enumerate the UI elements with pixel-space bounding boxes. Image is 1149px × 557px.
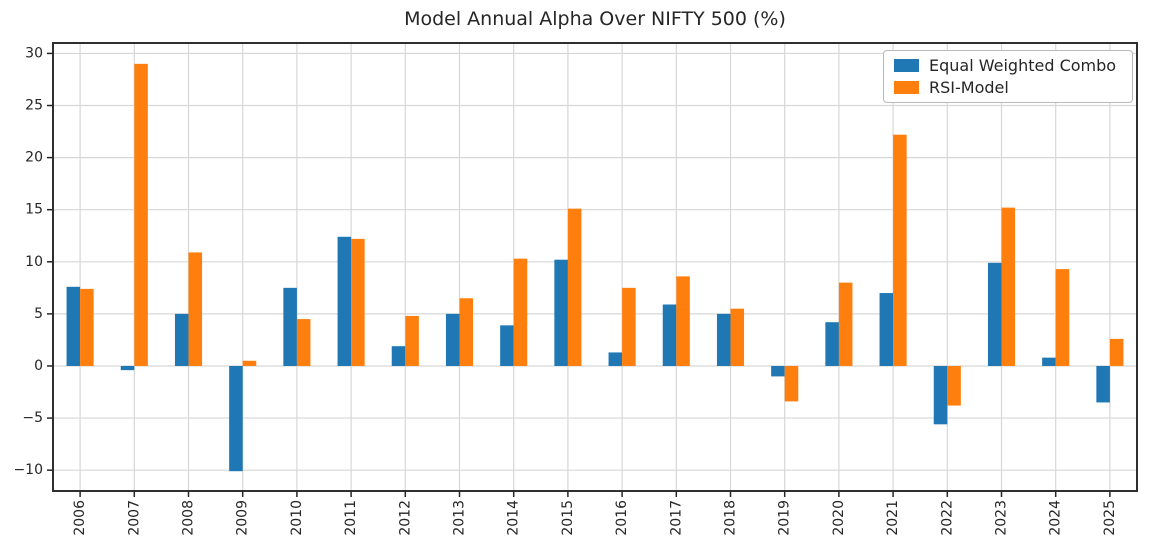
bar-2011-equal-weighted-combo <box>337 236 352 366</box>
bar-2012-equal-weighted-combo <box>391 346 406 366</box>
bar-2009-rsi-model <box>242 360 257 366</box>
y-tick-label-20: 20 <box>25 150 43 166</box>
x-tick-label-2022: 2022 <box>939 500 955 536</box>
bar-2006-rsi-model <box>80 288 94 366</box>
x-tick-label-2019: 2019 <box>777 500 793 536</box>
bar-2014-rsi-model <box>513 258 528 366</box>
y-tick-label-10: 10 <box>25 254 43 270</box>
legend-label-equal-weighted-combo: Equal Weighted Combo <box>929 56 1117 75</box>
x-tick-label-2008: 2008 <box>181 500 197 536</box>
bar-2010-equal-weighted-combo <box>283 287 297 366</box>
bar-2022-rsi-model <box>947 365 961 406</box>
legend-item-rsi-model: RSI-Model <box>894 78 1122 97</box>
bar-2006-equal-weighted-combo <box>66 286 81 366</box>
bar-2022-equal-weighted-combo <box>933 365 948 425</box>
x-tick-label-2012: 2012 <box>397 500 413 536</box>
bar-2010-rsi-model <box>296 319 311 366</box>
x-tick-label-2007: 2007 <box>126 500 142 536</box>
bar-2025-equal-weighted-combo <box>1096 365 1110 403</box>
bar-2011-rsi-model <box>351 238 365 366</box>
bar-2014-equal-weighted-combo <box>500 325 514 366</box>
x-tick-label-2006: 2006 <box>72 500 88 536</box>
bar-2024-rsi-model <box>1055 269 1070 366</box>
x-tick-label-2015: 2015 <box>560 500 576 536</box>
bar-2007-equal-weighted-combo <box>120 365 135 371</box>
bar-2024-equal-weighted-combo <box>1042 357 1056 366</box>
bar-2017-equal-weighted-combo <box>662 304 677 366</box>
bar-2020-rsi-model <box>838 282 853 366</box>
y-tick-label-5: 5 <box>34 306 43 322</box>
bar-2019-rsi-model <box>784 365 799 402</box>
y-tick-label-25: 25 <box>25 98 43 114</box>
legend-label-rsi-model: RSI-Model <box>929 78 1009 97</box>
bar-2012-rsi-model <box>405 315 419 366</box>
x-tick-label-2024: 2024 <box>1048 500 1064 536</box>
bar-2023-rsi-model <box>1001 207 1016 366</box>
bar-2020-equal-weighted-combo <box>825 322 839 366</box>
legend: Equal Weighted Combo RSI-Model <box>883 50 1133 103</box>
x-tick-label-2009: 2009 <box>235 500 251 536</box>
bar-2021-equal-weighted-combo <box>879 293 894 366</box>
bar-2013-rsi-model <box>459 298 474 366</box>
y-tick-label-15: 15 <box>25 202 43 218</box>
y-tick-label--10: −10 <box>13 462 43 478</box>
bar-2007-rsi-model <box>134 63 148 366</box>
bar-2013-equal-weighted-combo <box>445 313 460 366</box>
bar-2016-equal-weighted-combo <box>608 352 623 366</box>
bar-2015-rsi-model <box>567 208 582 366</box>
x-tick-label-2013: 2013 <box>452 500 468 536</box>
bar-2017-rsi-model <box>676 276 690 366</box>
bar-2015-equal-weighted-combo <box>554 259 568 366</box>
bar-2018-rsi-model <box>730 308 745 366</box>
x-tick-label-2010: 2010 <box>289 500 305 536</box>
bar-2008-rsi-model <box>188 252 203 366</box>
bar-2016-rsi-model <box>622 287 636 366</box>
plot-border <box>52 42 1138 492</box>
bar-2025-rsi-model <box>1109 338 1124 366</box>
bar-2008-equal-weighted-combo <box>174 313 189 366</box>
bar-2018-equal-weighted-combo <box>716 313 731 366</box>
legend-swatch-blue-icon <box>894 59 919 72</box>
bar-2009-equal-weighted-combo <box>229 365 243 472</box>
legend-item-equal-weighted-combo: Equal Weighted Combo <box>894 56 1122 75</box>
x-tick-label-2021: 2021 <box>885 500 901 536</box>
bar-2021-rsi-model <box>893 134 907 366</box>
bar-2023-equal-weighted-combo <box>987 262 1002 366</box>
x-tick-label-2025: 2025 <box>1102 500 1118 536</box>
x-tick-label-2018: 2018 <box>723 500 739 536</box>
chart-title: Model Annual Alpha Over NIFTY 500 (%) <box>404 8 786 30</box>
x-tick-label-2020: 2020 <box>831 500 847 536</box>
y-tick-label-0: 0 <box>34 358 43 374</box>
x-tick-label-2014: 2014 <box>506 500 522 536</box>
x-tick-label-2011: 2011 <box>343 500 359 536</box>
x-tick-label-2016: 2016 <box>614 500 630 536</box>
legend-swatch-orange-icon <box>894 81 919 94</box>
x-tick-label-2023: 2023 <box>994 500 1010 536</box>
y-tick-label--5: −5 <box>22 410 43 426</box>
x-tick-label-2017: 2017 <box>668 500 684 536</box>
y-tick-label-30: 30 <box>25 45 43 61</box>
bar-2019-equal-weighted-combo <box>771 365 785 377</box>
